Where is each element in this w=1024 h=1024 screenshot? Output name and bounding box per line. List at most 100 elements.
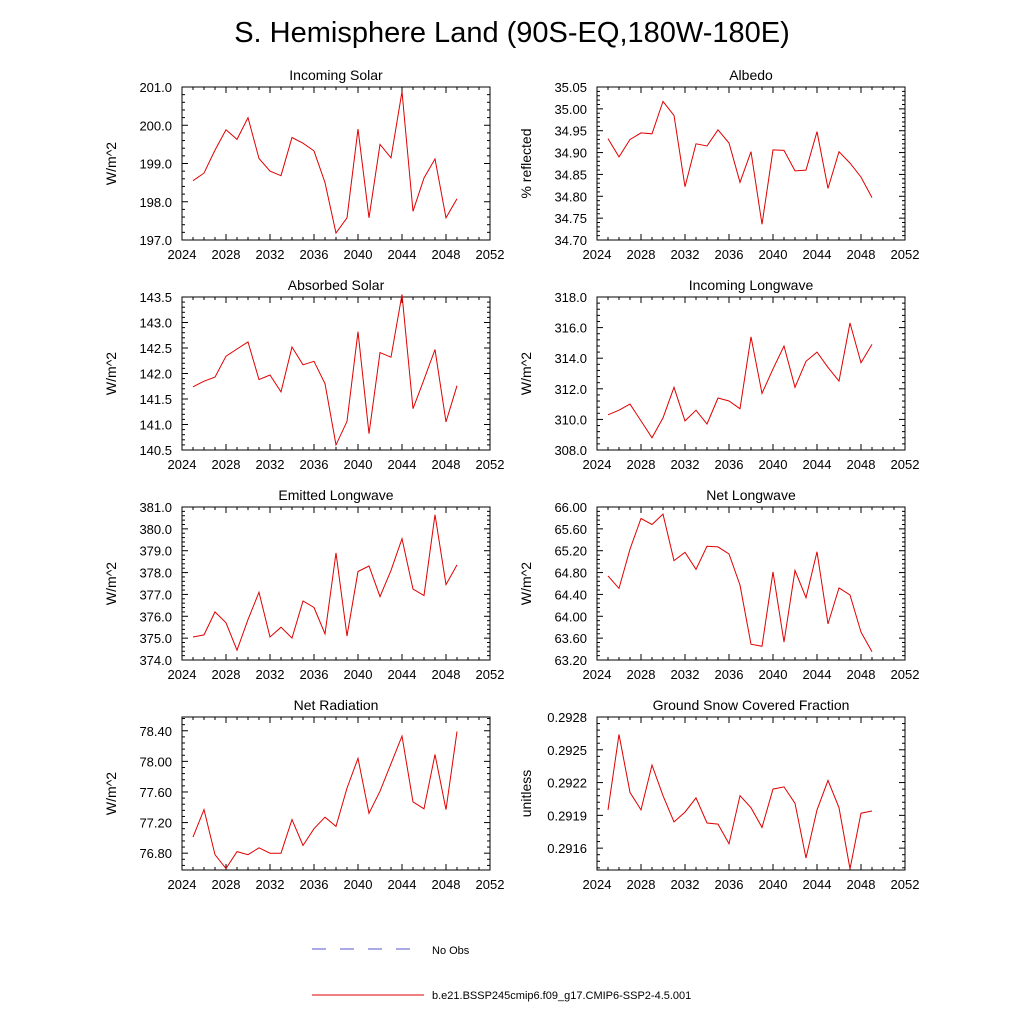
plot-frame (181, 506, 491, 661)
y-axis-label: W/m^2 (103, 562, 119, 605)
y-tick-label: 66.00 (554, 500, 587, 515)
series-line (607, 322, 873, 439)
x-tick-label: 2028 (627, 877, 656, 892)
x-tick-label: 2048 (432, 877, 461, 892)
y-axis-label: W/m^2 (518, 562, 534, 605)
y-tick-label: 0.2925 (547, 743, 587, 758)
x-tick-label: 2044 (803, 877, 832, 892)
x-tick-label: 2024 (168, 457, 197, 472)
panel-title: Emitted Longwave (278, 487, 393, 503)
x-tick-label: 2028 (212, 667, 241, 682)
plot-frame (596, 716, 906, 871)
x-tick-label: 2036 (715, 667, 744, 682)
panel-title: Incoming Longwave (689, 277, 814, 293)
plot-frame (596, 296, 906, 451)
y-tick-label: 63.60 (554, 631, 587, 646)
y-tick-label: 34.80 (554, 189, 587, 204)
figure-title: S. Hemisphere Land (90S-EQ,180W-180E) (234, 17, 790, 49)
x-tick-label: 2032 (256, 247, 285, 262)
y-tick-label: 0.2919 (547, 808, 587, 823)
y-axis-label: % reflected (518, 128, 534, 198)
y-tick-label: 63.20 (554, 653, 587, 668)
y-tick-label: 143.5 (139, 290, 172, 305)
y-tick-label: 375.0 (139, 631, 172, 646)
panel-title: Incoming Solar (289, 67, 383, 83)
y-tick-label: 310.0 (554, 412, 587, 427)
x-tick-label: 2024 (583, 877, 612, 892)
y-tick-label: 35.05 (554, 80, 587, 95)
y-tick-label: 76.80 (139, 846, 172, 861)
x-tick-label: 2028 (627, 457, 656, 472)
plot-frame (181, 86, 491, 241)
panel-1: Incoming Solar W/m^2 2024 2028 2032 2036 2040 2… (103, 67, 504, 262)
y-tick-label: 143.0 (139, 316, 172, 331)
series-line (192, 514, 458, 652)
y-axis-label: W/m^2 (103, 142, 119, 185)
x-tick-label: 2044 (388, 667, 417, 682)
y-tick-label: 65.20 (554, 544, 587, 559)
y-tick-label: 198.0 (139, 195, 172, 210)
x-tick-label: 2028 (212, 457, 241, 472)
y-tick-label: 78.00 (139, 754, 172, 769)
x-tick-label: 2048 (847, 667, 876, 682)
y-tick-label: 35.00 (554, 102, 587, 117)
y-tick-label: 34.75 (554, 211, 587, 226)
y-tick-label: 381.0 (139, 500, 172, 515)
y-tick-label: 140.5 (139, 443, 172, 458)
x-tick-label: 2040 (759, 247, 788, 262)
panel-title: Absorbed Solar (288, 277, 385, 293)
x-tick-label: 2040 (759, 667, 788, 682)
x-tick-label: 2040 (344, 667, 373, 682)
x-tick-label: 2032 (256, 667, 285, 682)
y-tick-label: 34.90 (554, 146, 587, 161)
x-tick-label: 2028 (627, 247, 656, 262)
y-axis-label: W/m^2 (103, 772, 119, 815)
y-tick-label: 316.0 (554, 321, 587, 336)
x-tick-label: 2024 (583, 457, 612, 472)
x-tick-label: 2032 (256, 877, 285, 892)
panel-3: Absorbed Solar W/m^2 2024 2028 2032 2036 2040 2… (103, 277, 504, 472)
panel-title: Albedo (729, 67, 773, 83)
y-tick-label: 0.2916 (547, 841, 587, 856)
x-tick-label: 2040 (344, 247, 373, 262)
x-tick-label: 2024 (583, 247, 612, 262)
y-tick-label: 200.0 (139, 118, 172, 133)
x-tick-label: 2024 (168, 247, 197, 262)
panels-group: Incoming Solar W/m^2 2024 2028 2032 2036 2040 2… (103, 67, 919, 892)
x-tick-label: 2044 (803, 667, 832, 682)
x-tick-label: 2052 (891, 667, 920, 682)
x-tick-label: 2032 (671, 247, 700, 262)
series-line (607, 734, 873, 869)
y-tick-label: 34.95 (554, 124, 587, 139)
y-tick-label: 142.0 (139, 367, 172, 382)
plot-frame (596, 506, 906, 661)
y-tick-label: 379.0 (139, 544, 172, 559)
panel-title: Net Radiation (294, 697, 379, 713)
y-axis-label: unitless (518, 770, 534, 817)
x-tick-label: 2036 (300, 667, 329, 682)
plot-frame (181, 296, 491, 451)
x-tick-label: 2032 (671, 457, 700, 472)
x-tick-label: 2044 (803, 247, 832, 262)
x-tick-label: 2032 (671, 877, 700, 892)
x-tick-label: 2028 (627, 667, 656, 682)
series-line (192, 731, 458, 870)
y-tick-label: 197.0 (139, 233, 172, 248)
x-tick-label: 2036 (715, 457, 744, 472)
y-tick-label: 34.70 (554, 233, 587, 248)
x-tick-label: 2036 (300, 247, 329, 262)
y-tick-label: 142.5 (139, 341, 172, 356)
legend-obs-label: No Obs (432, 945, 470, 957)
x-tick-label: 2052 (476, 247, 505, 262)
x-tick-label: 2048 (432, 667, 461, 682)
x-tick-label: 2048 (847, 877, 876, 892)
y-tick-label: 141.5 (139, 392, 172, 407)
x-tick-label: 2044 (803, 457, 832, 472)
panel-7: Net Radiation W/m^2 2024 2028 2032 2036 2040 20… (103, 697, 504, 892)
x-tick-label: 2040 (759, 457, 788, 472)
x-tick-label: 2052 (476, 667, 505, 682)
panel-4: Incoming Longwave W/m^2 2024 2028 2032 2036 20… (518, 277, 919, 472)
panel-title: Net Longwave (706, 487, 796, 503)
x-tick-label: 2040 (344, 457, 373, 472)
